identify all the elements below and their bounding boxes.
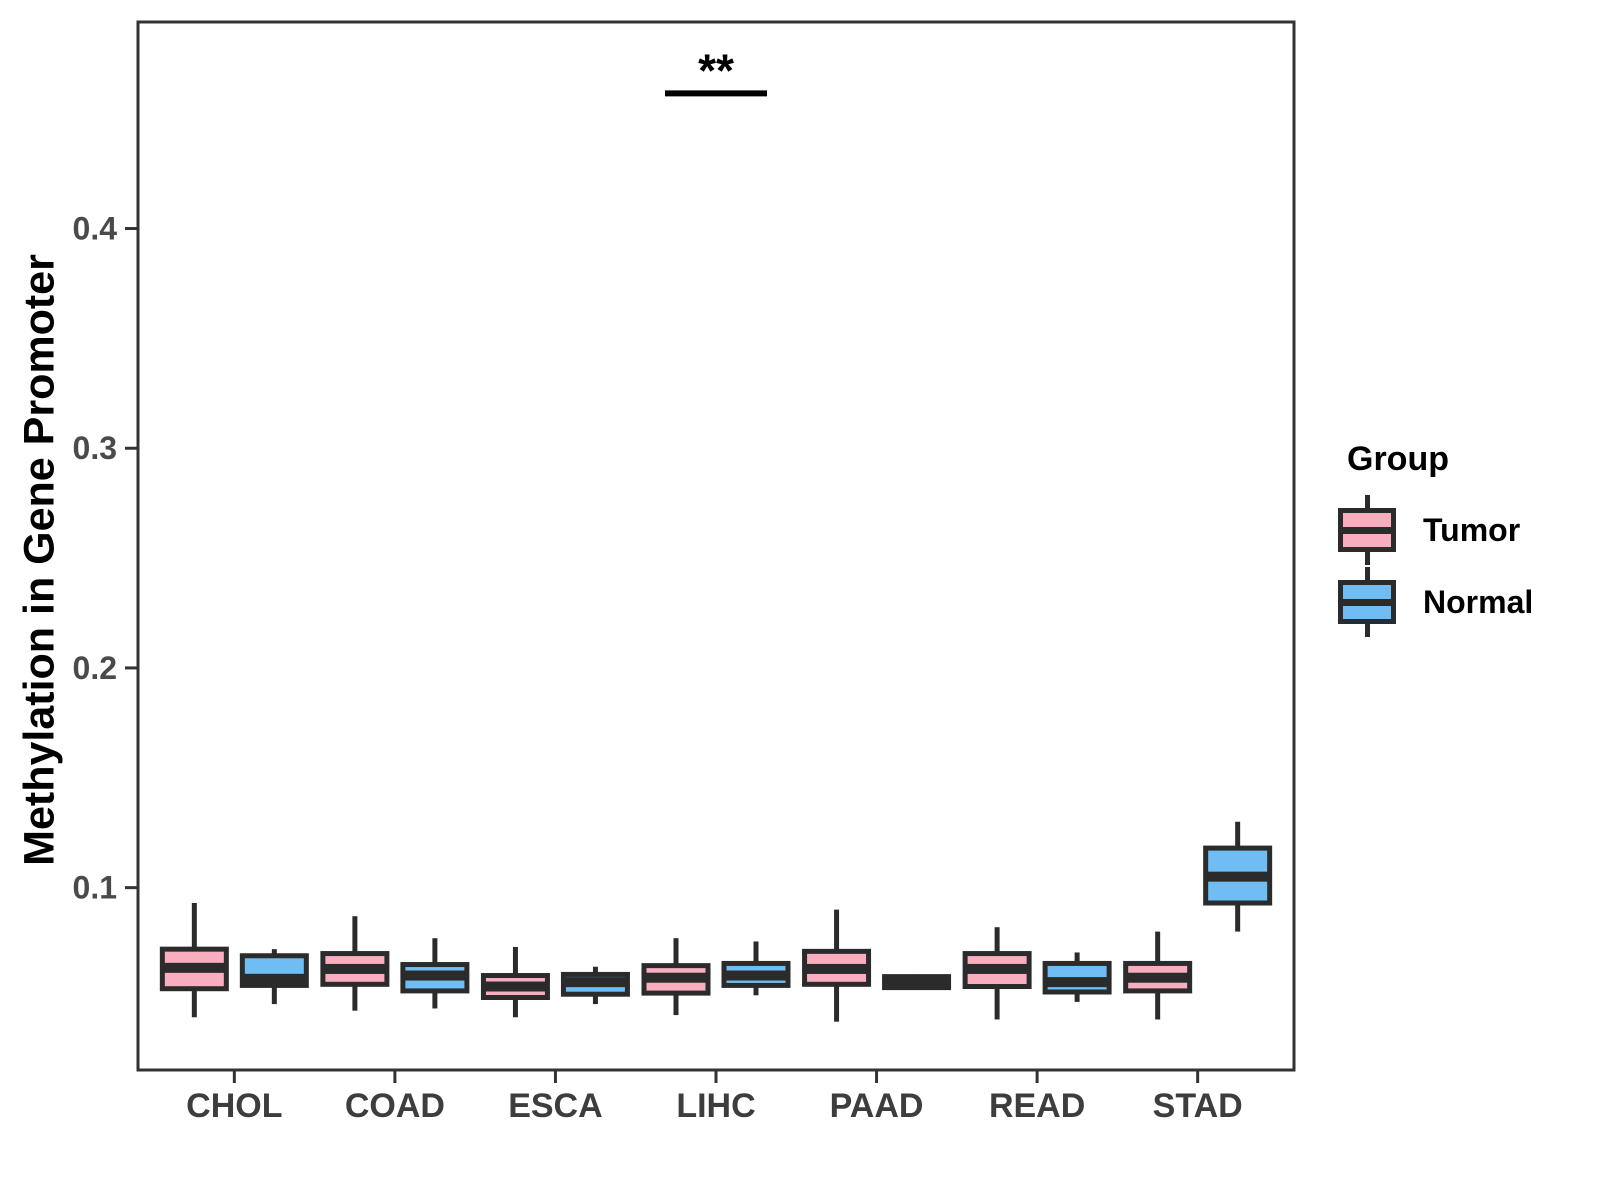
x-tick-label-lihc: LIHC xyxy=(676,1087,755,1125)
y-tick-label: 0.3 xyxy=(73,430,117,466)
legend-item-tumor: Tumor xyxy=(1335,495,1585,565)
x-tick-label-esca: ESCA xyxy=(508,1087,602,1125)
x-tick-label-chol: CHOL xyxy=(186,1087,282,1125)
legend: Group Tumor Normal xyxy=(1335,440,1585,639)
median-paad-tumor xyxy=(806,963,867,974)
x-tick-label-coad: COAD xyxy=(345,1087,445,1125)
legend-title: Group xyxy=(1347,440,1449,478)
median-read-tumor xyxy=(967,963,1028,974)
x-tick-label-paad: PAAD xyxy=(830,1087,924,1125)
median-stad-normal xyxy=(1207,871,1268,882)
median-chol-normal xyxy=(244,973,305,984)
y-tick-label: 0.1 xyxy=(73,870,117,906)
median-coad-tumor xyxy=(324,963,385,974)
legend-label-tumor: Tumor xyxy=(1423,511,1521,548)
x-tick-label-stad: STAD xyxy=(1153,1087,1243,1125)
median-stad-tumor xyxy=(1127,972,1188,983)
median-chol-tumor xyxy=(164,962,225,973)
legend-label-normal: Normal xyxy=(1423,583,1534,620)
median-lihc-tumor xyxy=(646,972,706,983)
median-read-normal xyxy=(1047,977,1108,988)
legend-item-normal: Normal xyxy=(1335,567,1585,637)
median-esca-normal xyxy=(565,977,626,988)
y-tick-label: 0.4 xyxy=(73,211,118,247)
panel-border xyxy=(136,20,1296,1072)
normal-boxplot-key-icon xyxy=(1335,567,1399,637)
y-tick-label: 0.2 xyxy=(73,650,117,686)
median-paad-normal xyxy=(886,977,947,988)
tumor-boxplot-key-icon xyxy=(1335,495,1399,565)
median-lihc-normal xyxy=(726,970,786,981)
significance-label-lihc: ** xyxy=(698,44,734,96)
x-tick-label-read: READ xyxy=(989,1087,1085,1125)
median-esca-tumor xyxy=(485,981,546,992)
y-axis-title: Methylation in Gene Promoter xyxy=(15,254,64,866)
median-coad-normal xyxy=(404,970,465,981)
